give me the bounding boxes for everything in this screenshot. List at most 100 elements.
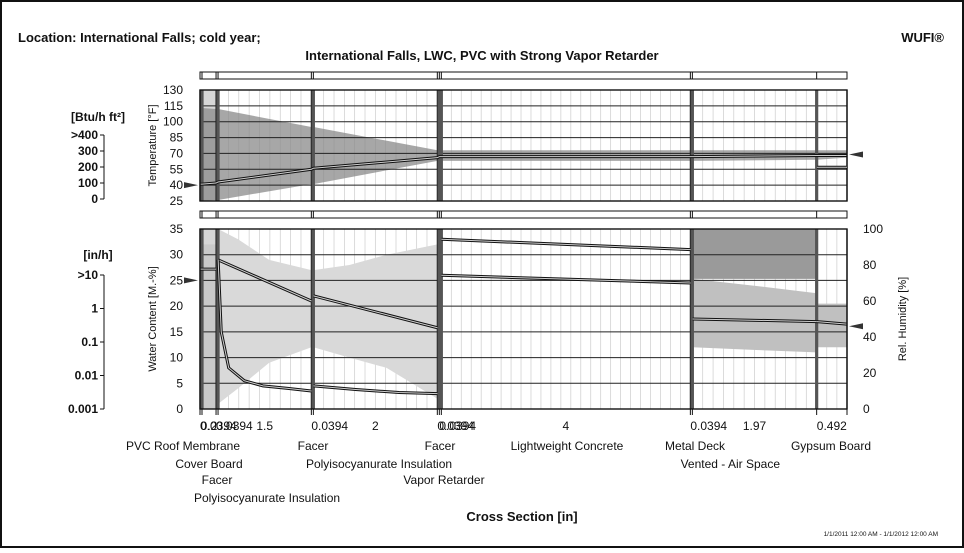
- layer-name-label: Gypsum Board: [791, 439, 871, 453]
- moisture-range-band: [313, 244, 438, 399]
- boundary-marker-left: [184, 277, 198, 284]
- heat-flux-tick-label: 0: [91, 192, 98, 206]
- relative-humidity-line-highlight: [441, 274, 691, 284]
- layer-interface-band: [311, 229, 315, 409]
- temperature-range-band: [200, 107, 847, 201]
- moisture-range-band: [816, 303, 847, 348]
- x-tick-label-thickness: 1.97: [743, 419, 767, 433]
- temperature-mean-line-highlight: [200, 155, 847, 185]
- x-tick-label-thickness: 0.0394: [690, 419, 727, 433]
- water-content-line-highlight: [692, 318, 817, 323]
- layer-interface-band: [437, 90, 441, 201]
- layer-interface-band: [216, 90, 220, 201]
- moisture-range-band: [692, 229, 817, 279]
- temperature-tick-label: 130: [163, 83, 183, 97]
- layer-name-label: PVC Roof Membrane: [126, 439, 240, 453]
- layer-interface-band: [437, 229, 441, 409]
- layer-name-label: Facer: [425, 439, 456, 453]
- x-axis-title: Cross Section [in]: [466, 509, 577, 524]
- flow-unit: [in/h]: [83, 248, 112, 262]
- chart-title: International Falls, LWC, PVC with Stron…: [305, 48, 658, 63]
- relative-humidity-tick-label: 100: [863, 222, 883, 236]
- water-content-line-highlight: [441, 238, 691, 251]
- water-content-tick-label: 30: [170, 248, 184, 262]
- layer-name-label: Metal Deck: [665, 439, 726, 453]
- boundary-marker-right: [849, 151, 863, 158]
- layer-strip-box: [199, 210, 848, 219]
- layer-name-label: Facer: [202, 473, 233, 487]
- water-content-tick-label: 35: [170, 222, 184, 236]
- wufi-brand: WUFI®: [901, 30, 944, 45]
- flow-tick-label: >10: [78, 268, 99, 282]
- temperature-axis-title: Temperature [°F]: [147, 104, 159, 186]
- water-content-tick-label: 25: [170, 273, 184, 287]
- layer-strip-middle: [199, 210, 848, 219]
- relative-humidity-line-highlight: [313, 385, 438, 395]
- water-content-line-highlight: [816, 321, 848, 325]
- layer-name-label: Facer: [298, 439, 329, 453]
- flow-tick-label: 0.01: [75, 369, 99, 383]
- temperature-tick-label: 55: [170, 162, 184, 176]
- layer-interface-band: [311, 90, 315, 201]
- layer-strip-box: [199, 71, 848, 80]
- layer-interface-band: [200, 229, 204, 409]
- flow-tick-label: 0.001: [68, 402, 98, 416]
- layer-strip-top: [199, 71, 848, 80]
- temperature-plot-frame: [199, 89, 848, 202]
- heat-flux-tick-label: 100: [78, 176, 98, 190]
- layer-band: [441, 229, 691, 409]
- temperature-tick-label: 70: [170, 146, 184, 160]
- x-tick-label-thickness: 0.0394: [311, 419, 348, 433]
- layer-interface-band: [690, 229, 694, 409]
- location-label: Location: International Falls; cold year…: [18, 30, 261, 45]
- relative-humidity-tick-label: 60: [863, 294, 877, 308]
- moisture-plot-frame: [199, 228, 848, 410]
- boundary-marker-right: [849, 323, 863, 330]
- x-tick-label-thickness: 0.0394: [216, 419, 253, 433]
- layer-interface-band: [815, 90, 819, 201]
- relative-humidity-tick-label: 0: [863, 402, 870, 416]
- relative-humidity-tick-label: 20: [863, 366, 877, 380]
- relative-humidity-tick-label: 80: [863, 258, 877, 272]
- layer-interface-band: [690, 90, 694, 201]
- x-tick-label-thickness: 0.0394: [439, 419, 476, 433]
- layer-name-label: Cover Board: [175, 457, 242, 471]
- water-content-line-highlight: [313, 295, 438, 329]
- x-tick-label-thickness: 0.492: [817, 419, 847, 433]
- layer-name-label: Polyisocyanurate Insulation: [194, 491, 340, 505]
- layer-interface-band: [439, 229, 443, 409]
- heat-flux-unit: [Btu/h ft²]: [71, 110, 125, 124]
- moisture-range-band: [692, 278, 817, 353]
- heat-flux-tick-label: 200: [78, 160, 98, 174]
- relative-humidity-line-highlight: [217, 259, 312, 392]
- flow-tick-label: 1: [91, 302, 98, 316]
- layer-interface-band: [815, 229, 819, 409]
- x-tick-label-thickness: 4: [563, 419, 570, 433]
- relative-humidity-tick-label: 40: [863, 330, 877, 344]
- layer-name-label: Polyisocyanurate Insulation: [306, 457, 452, 471]
- layer-name-label: Vapor Retarder: [403, 473, 484, 487]
- x-tick-label-thickness: 0.2: [201, 419, 218, 433]
- temperature-tick-label: 115: [164, 99, 183, 113]
- flow-tick-label: 0.1: [81, 335, 98, 349]
- layer-interface-band: [200, 90, 204, 201]
- temperature-tick-label: 40: [170, 178, 184, 192]
- layer-band: [816, 90, 847, 201]
- layer-name-label: Lightweight Concrete: [511, 439, 624, 453]
- temperature-tick-label: 25: [170, 194, 184, 208]
- water-content-line-highlight: [217, 259, 312, 302]
- heat-flux-tick-label: 300: [78, 144, 98, 158]
- relative-humidity-axis-title: Rel. Humidity [%]: [897, 277, 909, 361]
- x-tick-label-thickness: 0.0394: [437, 419, 474, 433]
- temperature-tick-label: 85: [170, 131, 184, 145]
- layer-interface-band: [439, 90, 443, 201]
- water-content-tick-label: 20: [170, 299, 184, 313]
- left-scales: [Btu/h ft²] >400 300 200 100 0 [in/h] >10 1 0.1 0.…: [68, 110, 125, 416]
- temperature-tick-label: 100: [163, 115, 183, 129]
- moisture-range-band: [218, 229, 312, 404]
- water-content-tick-label: 5: [176, 376, 183, 390]
